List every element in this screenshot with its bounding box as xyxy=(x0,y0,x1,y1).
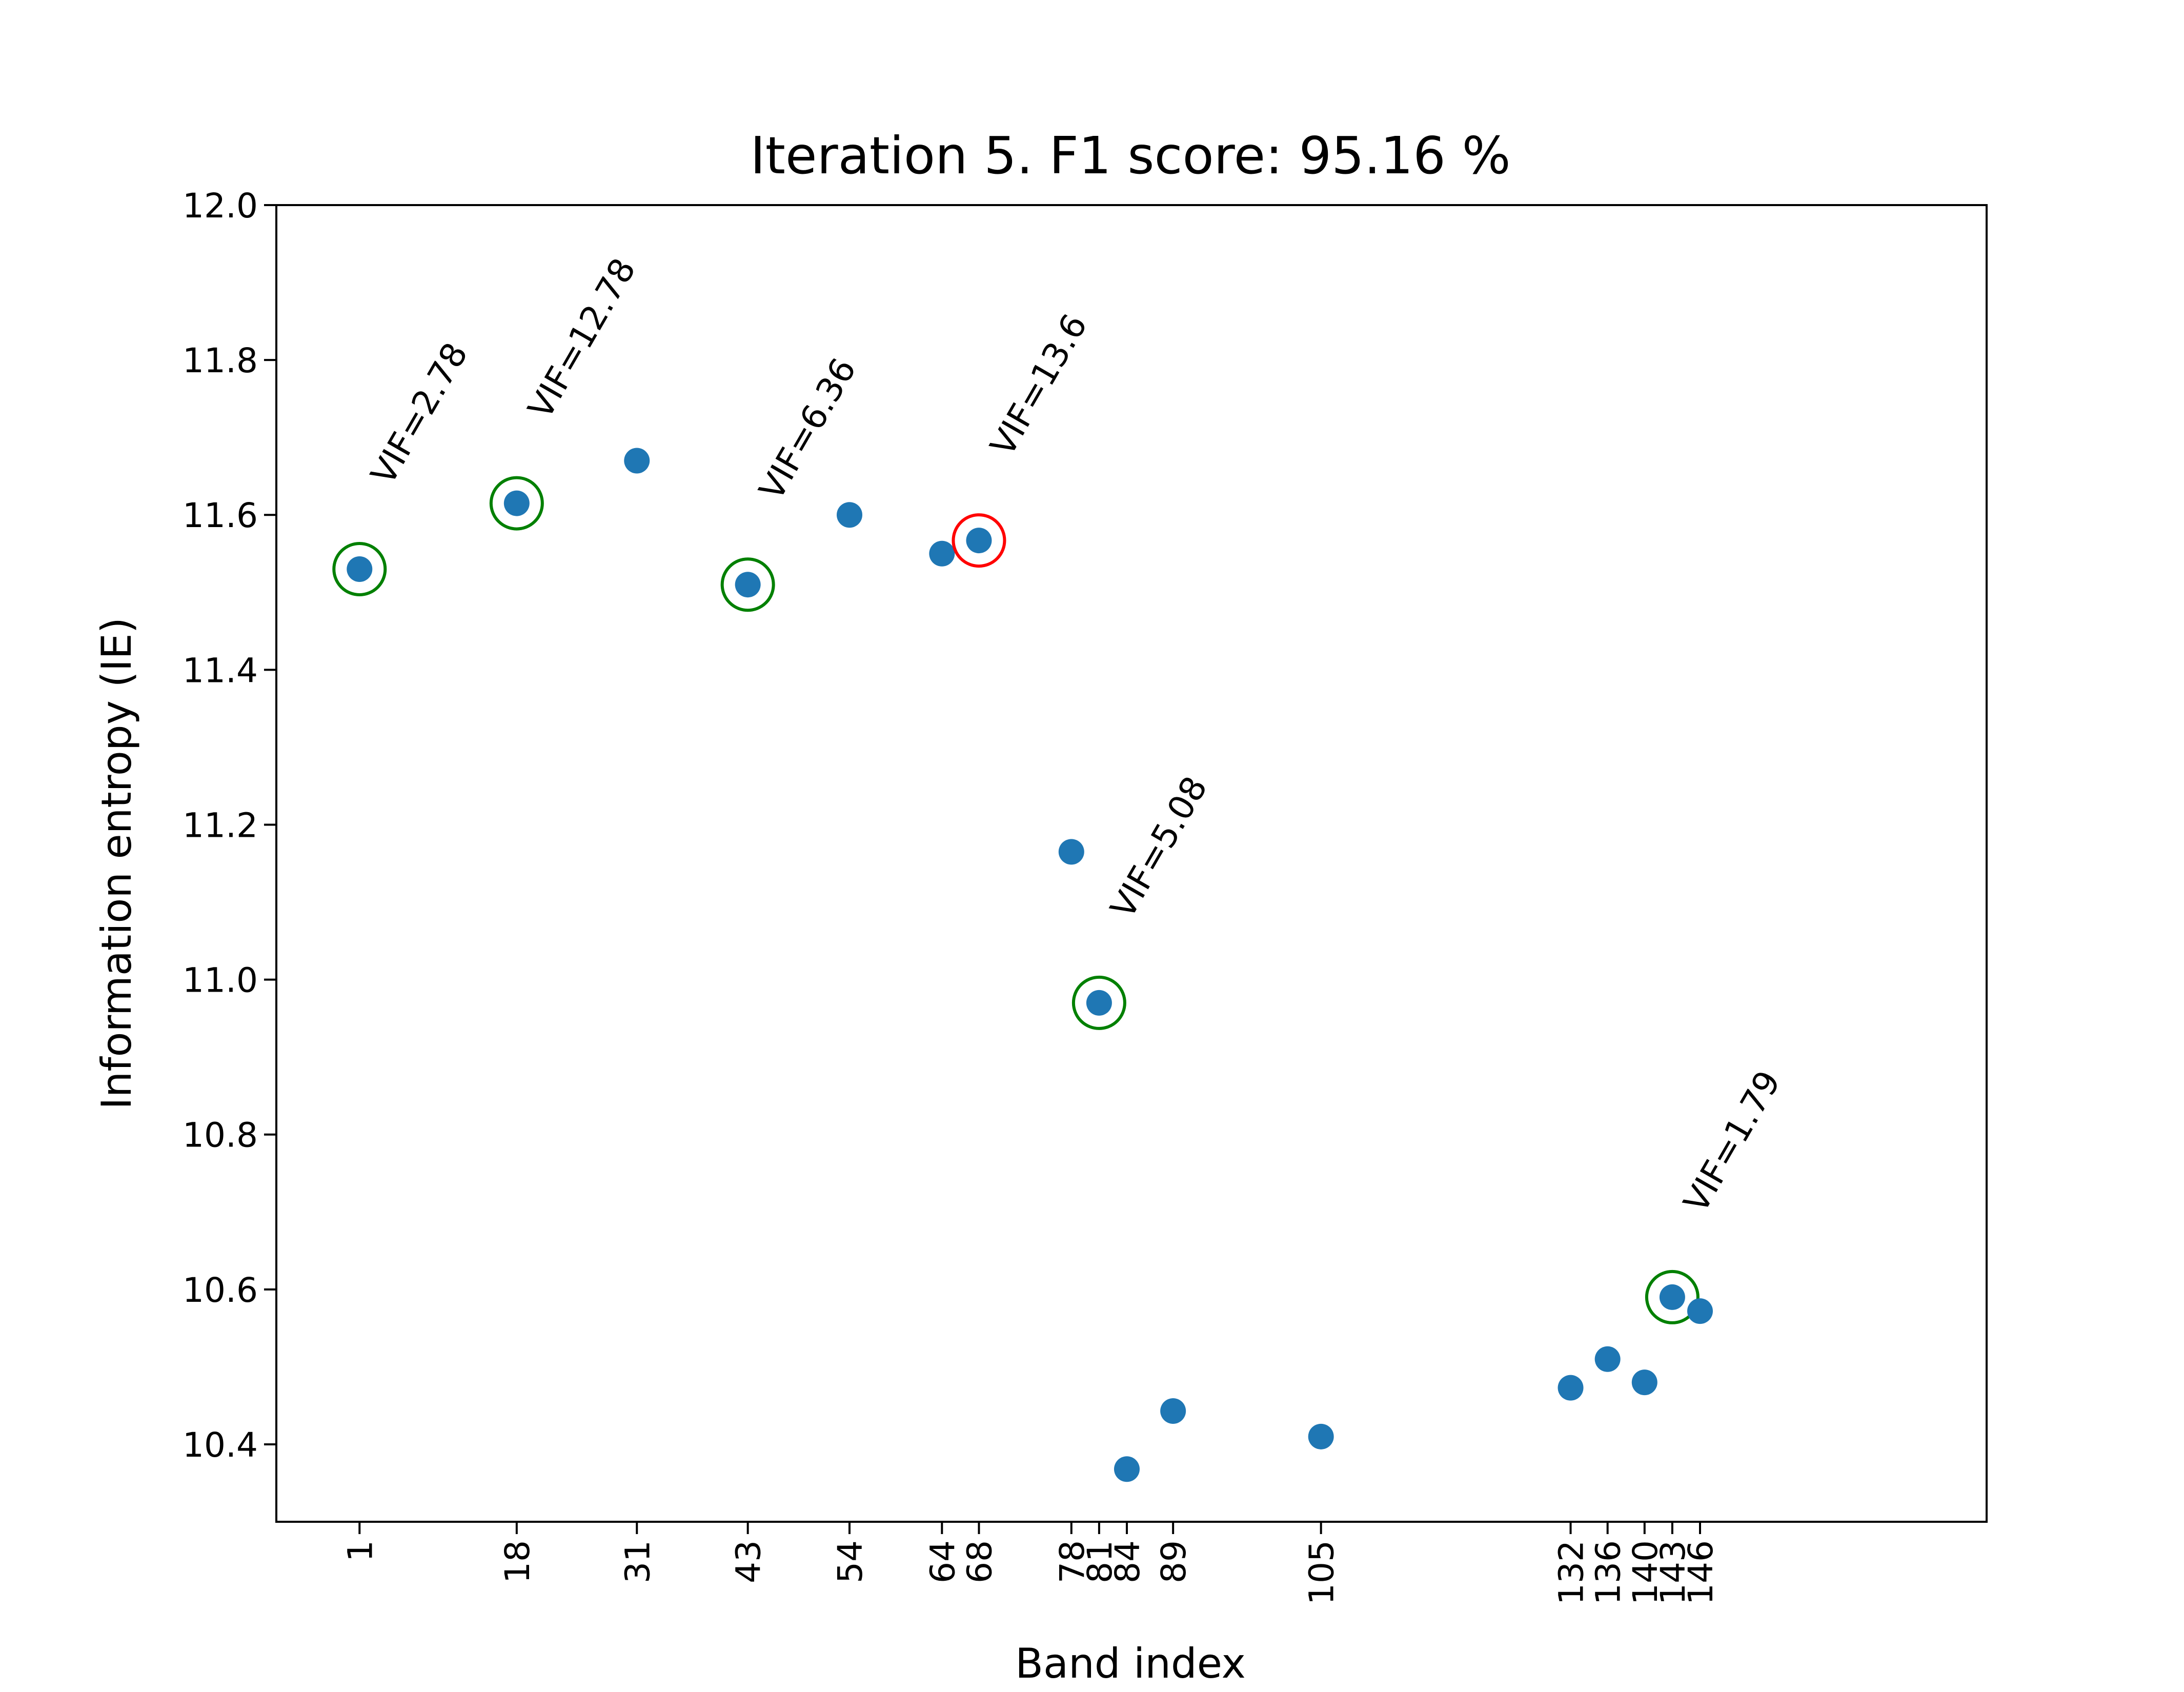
x-tick-label: 84 xyxy=(1108,1540,1147,1583)
data-points xyxy=(332,448,1713,1482)
x-tick-label: 31 xyxy=(618,1540,657,1583)
plot-frame xyxy=(275,204,1988,1523)
x-tick-label: 140 xyxy=(1626,1540,1665,1605)
x-tick-label: 89 xyxy=(1154,1540,1194,1583)
x-tick-label: 18 xyxy=(498,1540,537,1583)
selected-marker-circle xyxy=(332,541,387,596)
data-point xyxy=(1308,1423,1334,1449)
data-point xyxy=(1687,1298,1713,1324)
data-point xyxy=(735,572,761,598)
selected-marker-circle xyxy=(1071,975,1126,1030)
selected-marker-circle xyxy=(720,557,775,612)
data-point xyxy=(503,490,530,516)
x-tick-label: 105 xyxy=(1302,1540,1342,1605)
x-tick-label: 54 xyxy=(831,1540,870,1583)
data-point xyxy=(837,502,863,528)
data-point xyxy=(1594,1346,1621,1372)
x-tick-label: 136 xyxy=(1589,1540,1628,1605)
y-axis-ticks: 10.4 10.6 10.8 11.0 11.2 11.4 11.6 11.8 12.0 xyxy=(183,186,276,1465)
x-tick-label: 81 xyxy=(1080,1540,1120,1583)
data-point xyxy=(1086,990,1112,1016)
x-axis-label: Band index xyxy=(1015,1640,1246,1687)
x-tick-label: 43 xyxy=(729,1540,769,1583)
y-tick-label: 11.2 xyxy=(183,805,258,845)
y-tick-label: 10.4 xyxy=(183,1425,258,1465)
x-tick-label: 143 xyxy=(1653,1540,1693,1605)
data-point xyxy=(1558,1375,1584,1401)
x-tick-label: 78 xyxy=(1053,1540,1092,1583)
y-tick-label: 10.8 xyxy=(183,1116,258,1155)
y-tick-label: 11.6 xyxy=(183,496,258,535)
data-point xyxy=(624,448,650,474)
y-axis-label: Information entropy (IE) xyxy=(93,617,140,1110)
data-point xyxy=(1631,1369,1657,1396)
data-point xyxy=(347,556,373,582)
data-point xyxy=(1114,1456,1140,1482)
data-point xyxy=(966,528,992,554)
y-tick-label: 11.4 xyxy=(183,651,258,690)
data-point xyxy=(1659,1284,1685,1310)
rejected-marker-circle xyxy=(952,513,1006,568)
data-point xyxy=(1058,839,1084,865)
x-tick-label: 132 xyxy=(1552,1540,1591,1605)
y-tick-label: 11.0 xyxy=(183,961,258,1000)
x-tick-label: 1 xyxy=(340,1540,380,1562)
y-tick-label: 11.8 xyxy=(183,341,258,380)
x-tick-label: 64 xyxy=(923,1540,962,1583)
selected-marker-circle xyxy=(1645,1270,1700,1324)
y-tick-label: 12.0 xyxy=(183,186,258,226)
data-point xyxy=(1160,1398,1186,1424)
x-tick-label: 146 xyxy=(1681,1540,1721,1605)
y-tick-label: 10.6 xyxy=(183,1271,258,1310)
chart-title: Iteration 5. F1 score: 95.16 % xyxy=(750,126,1510,186)
x-tick-label: 68 xyxy=(960,1540,999,1583)
data-point xyxy=(929,540,955,567)
selected-marker-circle xyxy=(489,476,544,531)
